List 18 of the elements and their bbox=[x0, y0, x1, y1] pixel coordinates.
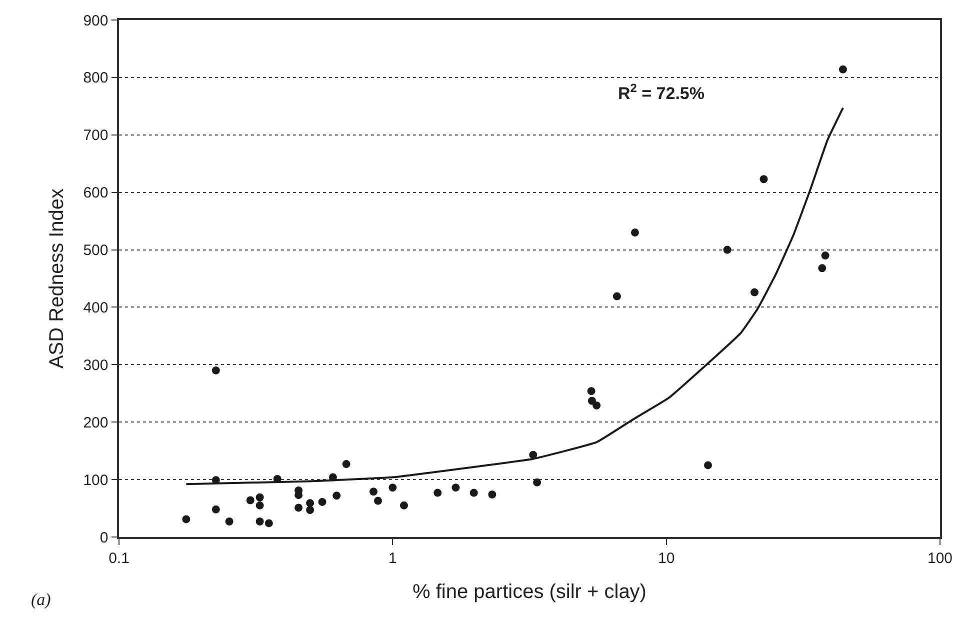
x-tick-label: 1 bbox=[388, 550, 397, 567]
y-tick-label: 0 bbox=[100, 529, 108, 546]
y-tick-label: 200 bbox=[83, 414, 108, 432]
y-tick-label: 800 bbox=[83, 70, 108, 87]
y-axis-title: ASD Redness Index bbox=[46, 188, 68, 369]
y-tick-label: 300 bbox=[83, 356, 108, 374]
text: (a) bbox=[31, 590, 52, 609]
y-tick-label: 400 bbox=[83, 299, 108, 316]
x-axis-title: % fine partices (silr + clay) bbox=[412, 580, 646, 603]
y-tick-label: 600 bbox=[83, 184, 108, 202]
y-tick-label: 900 bbox=[83, 12, 108, 30]
y-tick-label: 100 bbox=[83, 472, 108, 489]
annotation: R$^{2}$ = 72.5% bbox=[618, 81, 704, 104]
x-tick-label: 100 bbox=[927, 550, 953, 567]
y-tick-label: 700 bbox=[83, 127, 108, 144]
y-tick-label: 500 bbox=[83, 242, 108, 260]
x-tick-label: 10 bbox=[658, 550, 675, 567]
x-tick-label: 0.1 bbox=[108, 550, 130, 567]
